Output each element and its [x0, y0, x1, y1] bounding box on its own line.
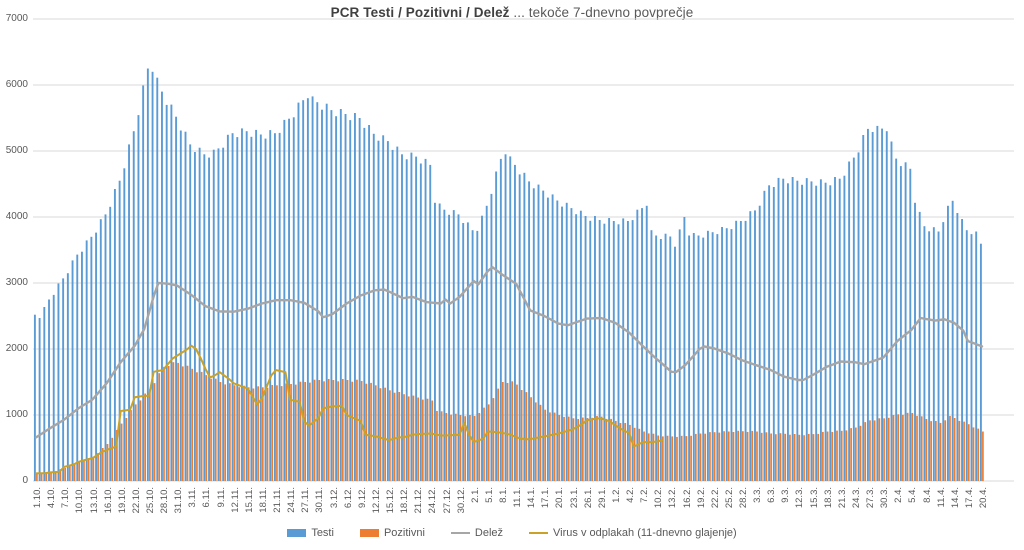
x-axis-label: 13.2. [667, 487, 679, 509]
y-axis-label: 2000 [5, 343, 28, 354]
x-axis-label: 7.10. [60, 487, 72, 509]
x-axis-label: 11.1. [512, 487, 524, 508]
x-axis-label: 26.1. [582, 487, 594, 509]
chart-title-bold: PCR Testi / Pozitivni / Delež [330, 5, 510, 20]
x-axis-label: 9.3. [780, 487, 792, 503]
x-axis-label: 19.2. [695, 487, 707, 509]
y-axis-label: 7000 [5, 13, 28, 24]
legend-item-virus: Virus v odplakah (11-dnevno glajenje) [529, 527, 737, 539]
x-axis-label: 7.2. [639, 487, 651, 503]
y-axis-label: 3000 [5, 277, 28, 288]
x-axis-label: 19.10. [116, 487, 128, 514]
y-axis-label: 0 [22, 475, 28, 486]
x-axis-label: 12.3. [794, 487, 806, 509]
x-axis-label: 13.10. [88, 487, 100, 514]
x-axis-label: 5.4. [907, 487, 919, 503]
x-axis-label: 25.10. [145, 487, 156, 514]
x-axis-label: 1.2. [610, 487, 622, 503]
delez-swatch-icon [450, 531, 470, 535]
y-axis-label: 4000 [5, 211, 28, 222]
x-axis-label: 20.4. [978, 487, 989, 509]
x-axis-label: 14.1. [526, 487, 538, 509]
x-axis-label: 22.2. [709, 487, 721, 509]
x-axis-label: 18.12. [399, 487, 411, 514]
x-axis-label: 4.2. [625, 487, 636, 503]
x-axis-label: 8.1. [497, 487, 509, 503]
legend-item-delez: Delež [450, 527, 504, 539]
x-axis-label: 3.11. [187, 487, 199, 508]
x-axis-label: 15.12. [385, 487, 396, 514]
x-axis-label: 24.3. [850, 487, 862, 509]
legend-item-testi: Testi [287, 527, 334, 539]
x-axis-label: 12.11. [229, 487, 241, 513]
x-axis-label: 11.4. [935, 487, 947, 508]
x-axis-label: 21.12. [413, 487, 425, 514]
x-axis-label: 9.11. [215, 487, 227, 508]
x-axis-label: 27.11. [300, 487, 312, 513]
x-axis-label: 14.4. [949, 487, 961, 509]
legend-label-delez: Delež [474, 527, 504, 539]
x-axis-label: 30.11. [314, 487, 326, 513]
legend-label-testi: Testi [311, 527, 334, 539]
x-axis-label: 1.10. [32, 487, 43, 509]
x-axis-label: 22.10. [130, 487, 142, 514]
x-axis-label: 28.10. [159, 487, 171, 514]
x-axis-label: 29.1. [596, 487, 608, 509]
legend-label-pozitivni: Pozitivni [383, 527, 425, 539]
legend-item-pozitivni: Pozitivni [359, 527, 425, 539]
testi-swatch-icon [287, 529, 307, 537]
virus-swatch-icon [529, 531, 549, 535]
testi-bars [33, 68, 982, 482]
delez-line [34, 266, 984, 439]
x-axis-label: 24.12. [427, 487, 439, 514]
x-axis-label: 30.12. [455, 487, 467, 514]
virus-line [35, 344, 663, 475]
x-axis-label: 2.1. [469, 487, 481, 503]
x-axis-label: 27.12. [441, 487, 453, 514]
y-axis-label: 1000 [5, 409, 28, 420]
x-axis-label: 10.2. [653, 487, 665, 509]
x-axis-label: 10.10. [74, 487, 86, 514]
x-axis-label: 2.4. [893, 487, 905, 503]
x-axis-label: 3.12. [328, 487, 340, 509]
x-axis-label: 4.10. [46, 487, 58, 509]
x-axis-label: 15.11. [243, 487, 255, 513]
x-axis-label: 21.11. [272, 487, 283, 513]
x-axis-label: 30.3. [879, 487, 891, 509]
x-axis-label: 3.3. [752, 487, 764, 503]
legend: Testi Pozitivni Delež Virus v odplakah (… [0, 527, 1024, 539]
x-axis-label: 16.10. [102, 487, 114, 514]
x-axis-label: 6.11. [201, 487, 213, 508]
x-axis-label: 25.2. [723, 487, 735, 509]
x-axis-label: 6.12. [342, 487, 354, 509]
pozitivni-swatch-icon [359, 529, 379, 537]
y-axis-label: 5000 [5, 145, 28, 156]
x-axis-label: 15.3. [808, 487, 820, 509]
x-axis-label: 24.11. [286, 487, 298, 513]
x-axis-label: 8.4. [921, 487, 933, 503]
x-axis-label: 9.12. [356, 487, 368, 509]
x-axis-label: 20.1. [554, 487, 566, 509]
x-axis-label: 18.11. [257, 487, 269, 513]
x-axis-label: 23.1. [568, 487, 580, 509]
y-axis-label: 6000 [5, 79, 28, 90]
x-axis-label: 5.1. [483, 487, 495, 503]
chart-title-subtitle: ... tekoče 7-dnevno povprečje [509, 5, 694, 20]
chart-title: PCR Testi / Pozitivni / Delež ... tekoče… [0, 5, 1024, 20]
x-axis-label: 12.12. [370, 487, 382, 514]
x-axis-label: 16.2. [681, 487, 693, 509]
x-axis-label: 18.3. [822, 487, 834, 509]
x-axis-label: 17.4. [963, 487, 975, 509]
x-axis-label: 28.2. [738, 487, 749, 509]
x-axis-label: 21.3. [836, 487, 848, 509]
pozitivni-bars [36, 362, 984, 482]
x-axis-label: 31.10. [173, 487, 185, 514]
x-axis-label: 17.1. [540, 487, 552, 509]
legend-label-virus: Virus v odplakah (11-dnevno glajenje) [553, 527, 737, 539]
x-axis-label: 27.3. [865, 487, 876, 509]
x-axis-label: 6.3. [766, 487, 778, 503]
